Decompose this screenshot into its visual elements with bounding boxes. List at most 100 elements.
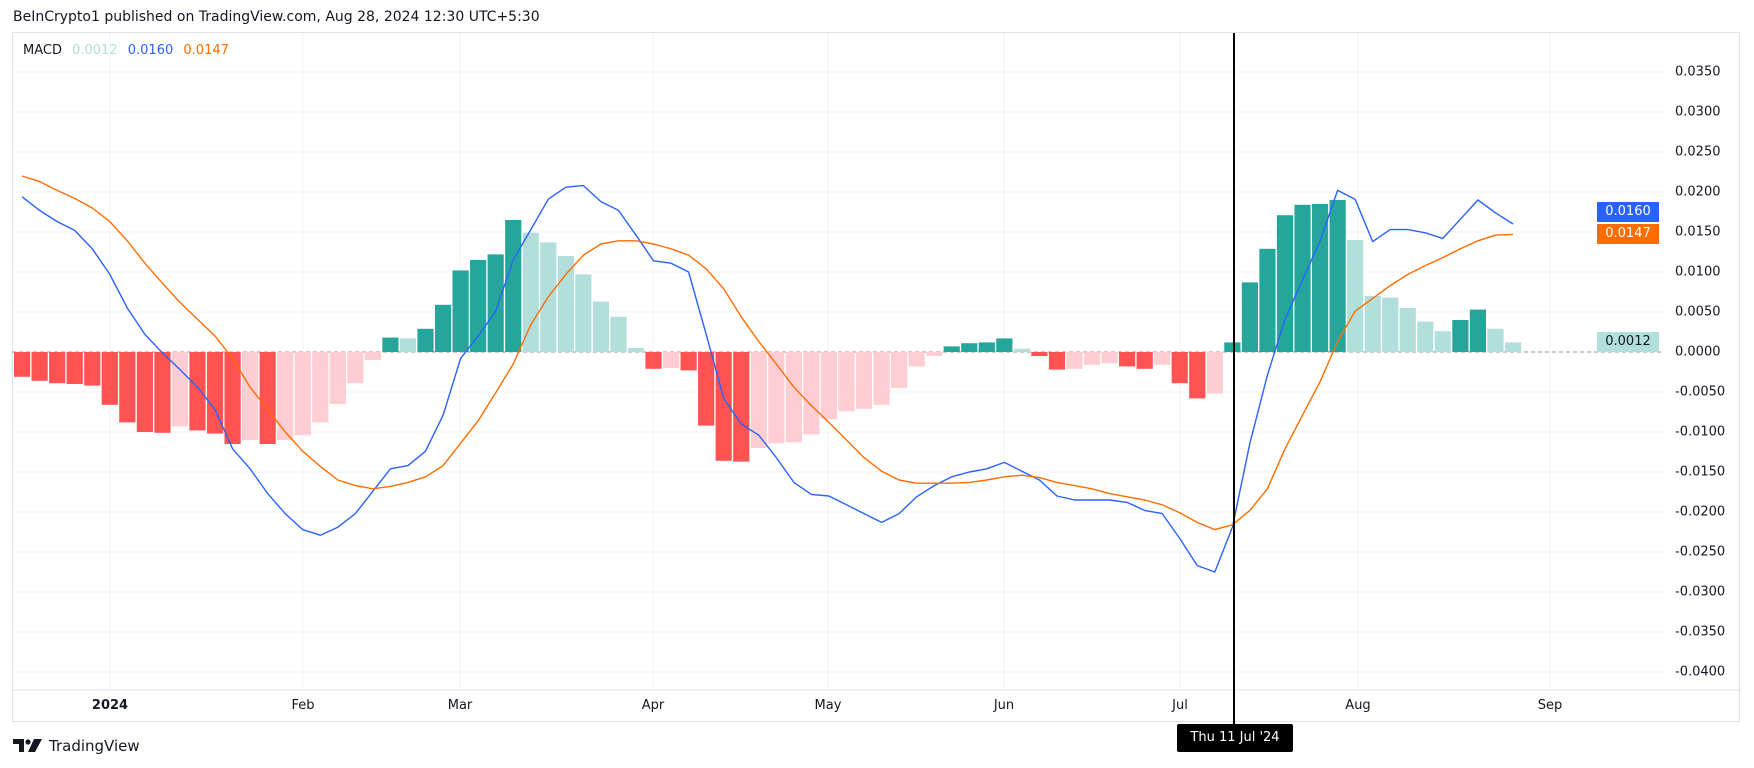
histogram-bar xyxy=(768,352,785,444)
histogram-bar xyxy=(943,346,960,352)
y-tick-label: -0.0050 xyxy=(1675,384,1726,400)
x-tick-label: 2024 xyxy=(91,698,129,713)
y-tick-label: -0.0250 xyxy=(1675,544,1726,560)
histogram-bar xyxy=(873,352,890,405)
y-tick-label: 0.0200 xyxy=(1675,184,1721,200)
y-tick-label: 0.0300 xyxy=(1675,104,1721,120)
histogram-bar xyxy=(1013,348,1030,352)
legend-histogram-value: 0.0012 xyxy=(72,43,118,58)
histogram-bar xyxy=(294,352,311,436)
x-tick-label: Jun xyxy=(993,698,1015,713)
histogram-bar xyxy=(434,304,452,352)
histogram-bar xyxy=(733,352,750,462)
histogram-bar xyxy=(610,316,627,352)
y-tick-label: 0.0000 xyxy=(1675,344,1721,360)
x-tick-label: Aug xyxy=(1345,698,1371,713)
histogram-bar xyxy=(680,352,697,371)
tradingview-brand: TradingView xyxy=(49,737,140,755)
histogram-bar xyxy=(1224,342,1241,352)
crosshair-date-label: Thu 11 Jul '24 xyxy=(1177,724,1293,752)
histogram-bar xyxy=(996,338,1013,352)
tradingview-logo[interactable]: TradingView xyxy=(13,737,140,755)
histogram-bar xyxy=(1276,215,1294,352)
histogram-bar xyxy=(1101,352,1118,364)
legend-title: MACD xyxy=(23,43,62,58)
histogram-bar xyxy=(66,352,83,384)
histogram-bar xyxy=(1154,352,1171,365)
x-tick-label: Apr xyxy=(641,698,665,713)
histogram-bar xyxy=(838,352,855,412)
histogram-bar xyxy=(364,352,381,360)
tradingview-logo-icon xyxy=(13,739,42,752)
macd-price-tag: 0.0160 xyxy=(1597,202,1659,222)
histogram-bar xyxy=(259,352,276,444)
histogram-bar xyxy=(189,352,206,431)
x-tick-label: May xyxy=(814,698,842,713)
legend-macd-value: 0.0160 xyxy=(127,43,174,58)
histogram-bar xyxy=(1399,308,1416,352)
histogram-bar xyxy=(312,352,329,423)
histogram-bar xyxy=(820,352,838,420)
histogram-bar xyxy=(206,352,224,434)
histogram-bar xyxy=(1382,297,1399,352)
y-tick-label: -0.0100 xyxy=(1675,424,1726,440)
y-tick-label: 0.0050 xyxy=(1675,304,1721,320)
histogram-bar xyxy=(926,352,943,356)
histogram-bar xyxy=(1329,200,1346,352)
histogram-bar xyxy=(1311,204,1329,352)
histogram-bar xyxy=(1171,352,1188,384)
histogram-bar xyxy=(557,256,574,352)
histogram-bar xyxy=(575,274,592,352)
histogram-bar xyxy=(49,352,66,384)
histogram-bar xyxy=(803,352,820,435)
histogram-bar xyxy=(382,337,399,352)
histogram-bar xyxy=(1487,328,1504,352)
histogram-bar xyxy=(399,338,417,352)
histogram-bar xyxy=(698,352,715,426)
histogram-bar xyxy=(136,352,153,432)
macd-line xyxy=(21,184,1514,573)
y-tick-label: -0.0150 xyxy=(1675,464,1726,480)
histogram-bar xyxy=(242,352,259,440)
histogram-bar xyxy=(1347,240,1364,352)
histogram-bar xyxy=(592,301,610,352)
signal-price-tag: 0.0147 xyxy=(1597,224,1659,244)
histogram-bar xyxy=(14,352,31,377)
histogram-bar xyxy=(627,348,645,352)
histogram-bar xyxy=(1136,352,1153,369)
histogram-bar xyxy=(224,352,241,444)
x-tick-label: Jul xyxy=(1172,698,1188,713)
histogram-bar xyxy=(978,342,995,352)
chart-pane[interactable] xyxy=(12,32,1740,722)
histogram-bar xyxy=(277,352,294,440)
histogram-bar xyxy=(1066,352,1083,369)
histogram-bar xyxy=(505,220,522,352)
histogram-bar xyxy=(1119,352,1136,367)
histogram-bar xyxy=(908,352,925,367)
histogram-bar xyxy=(487,254,504,352)
signal-line xyxy=(21,175,1514,531)
x-tick-label: Feb xyxy=(291,698,315,713)
x-tick-label: Mar xyxy=(447,698,473,713)
publish-info: BeInCrypto1 published on TradingView.com… xyxy=(13,9,540,25)
y-tick-label: -0.0350 xyxy=(1675,624,1726,640)
y-tick-label: 0.0350 xyxy=(1675,64,1721,80)
indicator-legend[interactable]: MACD 0.0012 0.0160 0.0147 xyxy=(23,43,235,58)
histogram-bar xyxy=(1083,352,1101,365)
legend-signal-value: 0.0147 xyxy=(183,43,229,58)
histogram-bar xyxy=(470,260,487,352)
histogram-bar xyxy=(1434,331,1451,352)
histogram-bar xyxy=(1048,352,1066,370)
histogram-bar xyxy=(1417,321,1434,352)
y-tick-label: -0.0200 xyxy=(1675,504,1726,520)
histogram-bar xyxy=(645,352,662,369)
histogram-bar xyxy=(1364,296,1381,352)
histogram-bar xyxy=(662,352,680,368)
y-tick-label: -0.0400 xyxy=(1675,664,1726,680)
y-tick-label: 0.0250 xyxy=(1675,144,1721,160)
histogram-bar xyxy=(855,352,873,409)
histogram-bar xyxy=(84,352,101,386)
histogram-bar xyxy=(891,352,908,388)
histogram-bar xyxy=(101,352,118,405)
